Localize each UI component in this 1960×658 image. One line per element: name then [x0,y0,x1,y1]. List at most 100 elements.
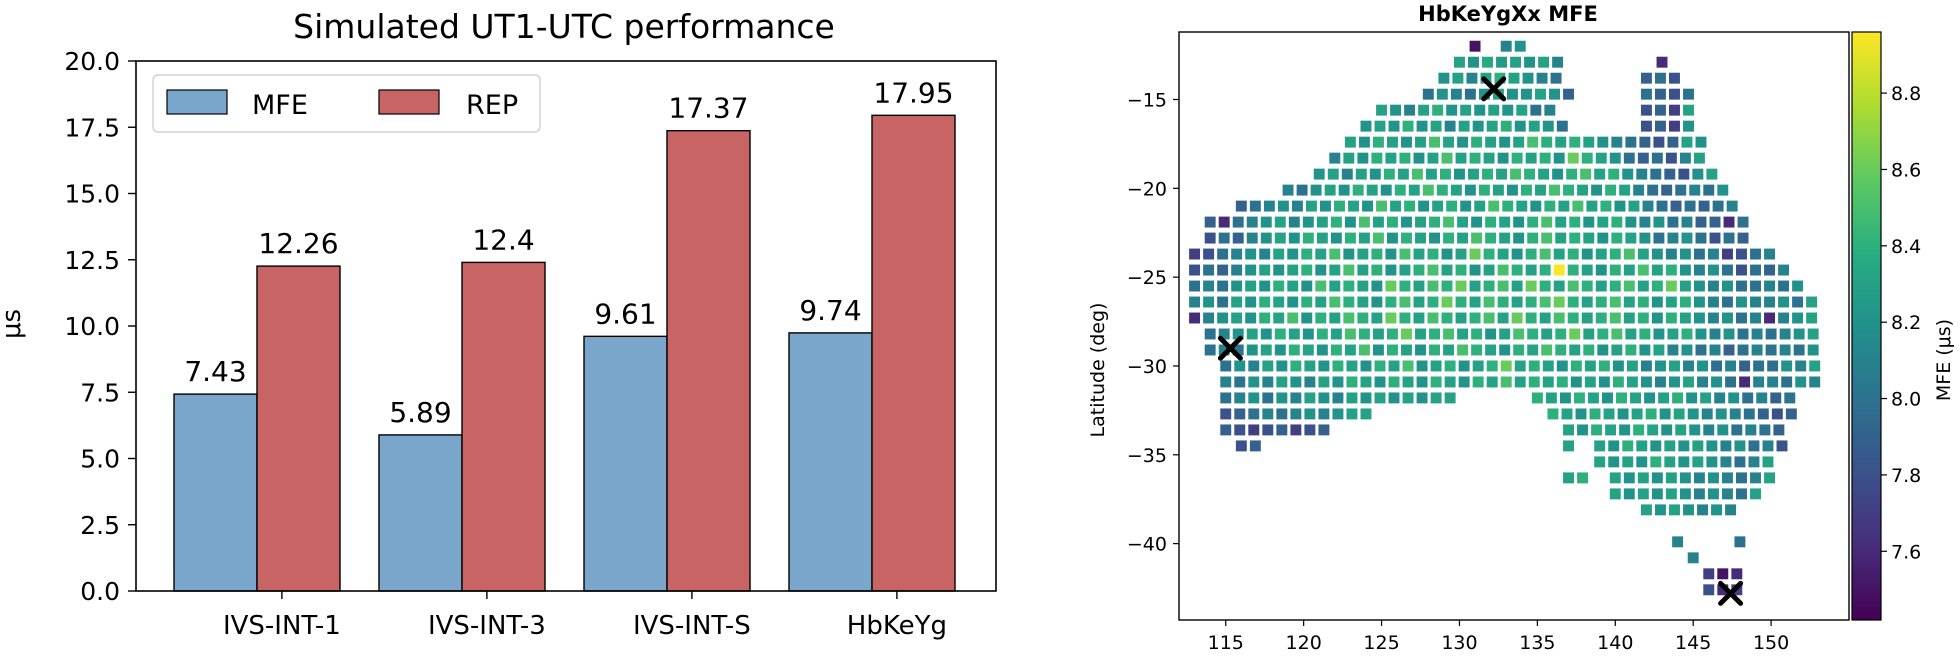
map-cell [1745,424,1757,436]
colorbar-tick-label: 8.4 [1891,236,1921,258]
map-cell [1443,216,1455,228]
colorbar-label: MFE (μs) [1933,319,1955,401]
map-cell [1717,184,1729,196]
map-cell [1386,136,1398,148]
map-cell [1541,232,1553,244]
map-cell [1697,504,1709,516]
map-cell [1457,216,1469,228]
map-cell [1248,408,1260,420]
map-cell [1218,328,1230,340]
map-cell [1611,344,1623,356]
map-cell [1260,216,1272,228]
map-cell [1469,280,1481,292]
map-cell [1301,296,1313,308]
map-cell [1651,312,1663,324]
map-cell [1639,328,1651,340]
map-cell [1623,152,1635,164]
map-cell [1547,408,1559,420]
map-cell [1709,328,1721,340]
map-y-axis-label: Latitude (deg) [1087,303,1109,438]
map-cell [1332,376,1344,388]
map-cell [1721,296,1733,308]
map-cell [1608,168,1620,180]
map-cell [1441,152,1453,164]
map-cell [1636,456,1648,468]
map-cell [1584,376,1596,388]
map-cell [1555,216,1567,228]
map-cell [1692,168,1704,180]
map-cell [1723,344,1735,356]
map-cell [1723,232,1735,244]
map-cell [1246,344,1258,356]
map-cell [1511,248,1523,260]
map-cell [1376,104,1388,116]
map-cell [1277,200,1289,212]
map-cell [1385,280,1397,292]
map-cell [1511,264,1523,276]
map-cell [1569,216,1581,228]
map-cell [1497,280,1509,292]
bar-rep-2 [461,261,546,592]
map-cell [1360,376,1372,388]
map-cell [1611,328,1623,340]
map-cell [1332,408,1344,420]
map-cell [1366,184,1378,196]
map-cell [1563,88,1575,100]
map-cell [1631,408,1643,420]
map-cell [1443,344,1455,356]
map-cell [1580,168,1592,180]
map-cell [1651,248,1663,260]
map-cell [1559,392,1571,404]
map-x-tick-label: 145 [1675,632,1711,654]
bar-mfe-4 [788,332,873,592]
map-cell [1444,376,1456,388]
bar-rep-3 [666,129,751,592]
map-cell [1753,376,1765,388]
map-cell [1678,440,1690,452]
map-cell [1679,472,1691,484]
map-cell [1555,328,1567,340]
map-cell [1725,504,1737,516]
map-cell [1737,232,1749,244]
map-cell [1483,280,1495,292]
map-cell [1764,472,1776,484]
map-y-tick-label: −35 [1127,445,1167,467]
map-cell [1425,168,1437,180]
map-cell [1653,216,1665,228]
map-cell [1611,216,1623,228]
map-cell [1665,296,1677,308]
map-cell [1360,360,1372,372]
map-cell [1492,184,1504,196]
map-cell [1513,328,1525,340]
map-cell [1792,280,1804,292]
map-cell [1561,408,1573,420]
map-cell [1189,280,1201,292]
map-cell [1287,312,1299,324]
map-cell [1494,72,1506,84]
map-cell [1650,456,1662,468]
map-cell [1466,72,1478,84]
map-cell [1245,264,1257,276]
map-cell [1390,200,1402,212]
map-cell [1612,360,1624,372]
colorbar-gradient [1851,31,1882,621]
map-cell [1597,136,1609,148]
map-cell [1497,312,1509,324]
map-cell [1372,216,1384,228]
map-cell [1344,328,1356,340]
map-cell [1595,296,1607,308]
map-cell [1695,232,1707,244]
map-cell [1539,280,1551,292]
map-cell [1388,120,1400,132]
map-cell [1669,120,1680,132]
map-cell [1628,200,1640,212]
map-cell [1455,312,1467,324]
map-cell [1399,296,1411,308]
map-cell [1684,200,1696,212]
map-cell [1703,184,1715,196]
map-cell [1441,312,1453,324]
map-cell [1714,392,1726,404]
map-cell [1413,264,1425,276]
station-x-marker [1217,335,1243,361]
map-cell [1757,408,1769,420]
